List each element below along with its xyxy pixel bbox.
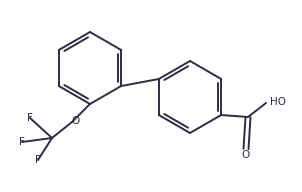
Text: HO: HO	[270, 97, 286, 107]
Text: F: F	[35, 155, 41, 165]
Text: F: F	[19, 137, 25, 147]
Text: O: O	[71, 116, 79, 126]
Text: F: F	[27, 113, 33, 123]
Text: O: O	[242, 150, 250, 160]
